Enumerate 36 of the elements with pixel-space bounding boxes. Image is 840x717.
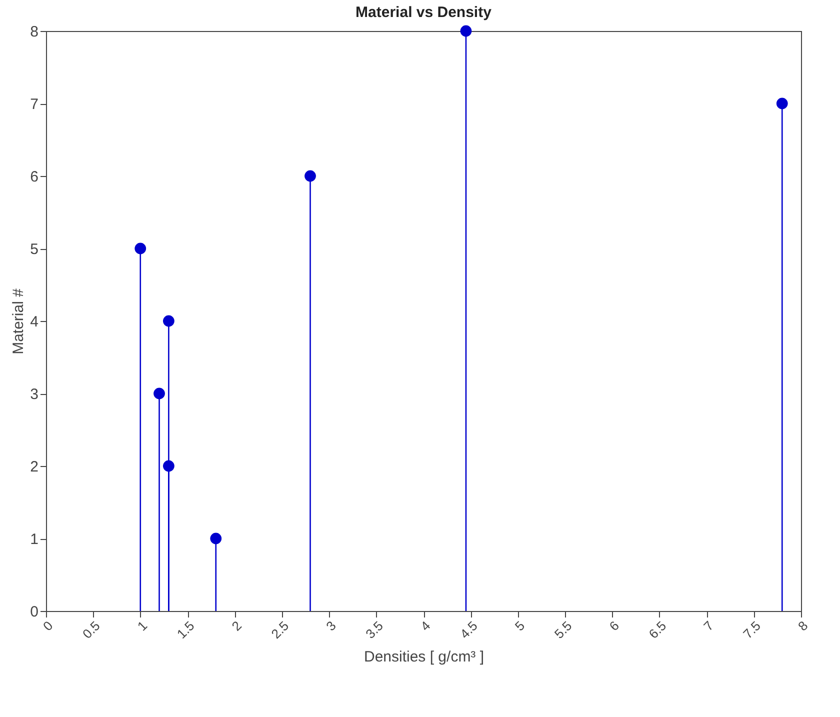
point [460, 25, 472, 37]
y-tick-label: 6 [30, 168, 38, 186]
y-axis-title: Material # [10, 288, 28, 354]
y-tick-label: 3 [30, 386, 38, 403]
chart-title: Material vs Density [356, 4, 492, 21]
point [210, 532, 222, 544]
x-tick-label: 4.5 [456, 618, 480, 642]
x-tick-label: 4 [417, 618, 434, 634]
point [162, 315, 174, 327]
x-tick-label: 3 [323, 618, 339, 634]
x-tick-label: 1 [134, 618, 150, 634]
y-tick-label: 8 [30, 24, 38, 40]
x-tick-label: 2.5 [268, 618, 292, 642]
x-tick-label: 7.5 [740, 618, 764, 642]
x-axis-title: Densities [ g/cm³ ] [364, 648, 484, 666]
x-tick-label: 0.5 [79, 618, 103, 642]
x-tick-label: 6 [606, 618, 622, 634]
x-tick-label: 8 [794, 618, 811, 634]
point [162, 460, 174, 472]
x-tick-label: 1.5 [174, 618, 198, 642]
y-tick-label: 5 [30, 241, 38, 258]
y-tick-label: 2 [30, 458, 38, 476]
y-tick-label: 7 [30, 96, 38, 113]
point [304, 170, 316, 182]
y-tick-label: 4 [30, 314, 38, 330]
x-tick-label: 2 [228, 618, 244, 634]
point [154, 388, 165, 400]
point [776, 98, 788, 110]
x-tick-label: 3.5 [362, 618, 386, 642]
x-tick-label: 6.5 [646, 618, 670, 642]
x-tick-label: 5 [512, 618, 528, 634]
y-tick-label: 0 [30, 604, 38, 620]
x-tick-label: 5.5 [551, 618, 575, 642]
y-tick-label: 1 [30, 531, 38, 548]
point [134, 242, 146, 254]
x-tick-label: 7 [700, 618, 716, 634]
